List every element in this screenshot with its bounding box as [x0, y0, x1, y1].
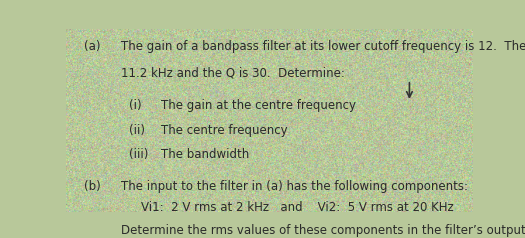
Text: (a): (a) — [84, 40, 100, 54]
Text: The input to the filter in (a) has the following components:: The input to the filter in (a) has the f… — [121, 180, 468, 193]
Text: (b): (b) — [84, 180, 101, 193]
Text: (ii): (ii) — [129, 124, 145, 137]
Text: Vi1:  2 V rms at 2 kHz   and    Vi2:  5 V rms at 20 KHz: Vi1: 2 V rms at 2 kHz and Vi2: 5 V rms a… — [141, 201, 454, 214]
Text: The gain at the centre frequency: The gain at the centre frequency — [161, 99, 356, 112]
Text: Determine the rms values of these components in the filter’s output.: Determine the rms values of these compon… — [121, 224, 525, 237]
Text: The centre frequency: The centre frequency — [161, 124, 288, 137]
Text: 11.2 kHz and the Q is 30.  Determine:: 11.2 kHz and the Q is 30. Determine: — [121, 66, 344, 79]
Text: The bandwidth: The bandwidth — [161, 148, 249, 161]
Text: (iii): (iii) — [129, 148, 148, 161]
Text: The gain of a bandpass filter at its lower cutoff frequency is 12.  The upper cu: The gain of a bandpass filter at its low… — [121, 40, 525, 54]
Text: (i): (i) — [129, 99, 141, 112]
